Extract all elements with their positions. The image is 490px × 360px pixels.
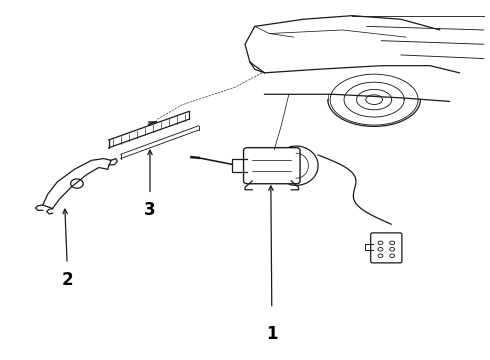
Text: 1: 1 [266, 325, 277, 343]
Text: 3: 3 [144, 201, 156, 219]
Text: 2: 2 [61, 271, 73, 289]
